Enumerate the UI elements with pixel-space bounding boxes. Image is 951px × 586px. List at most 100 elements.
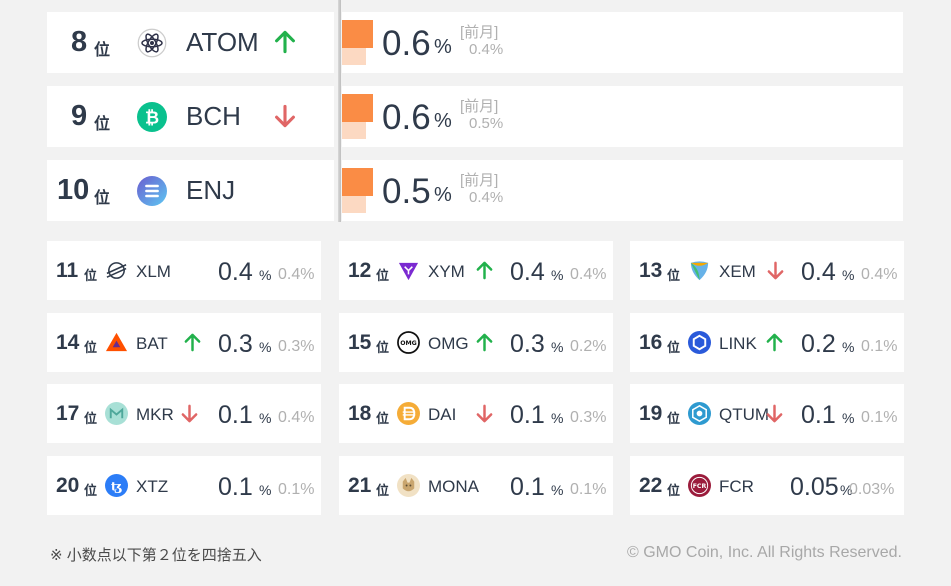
coin-symbol: MONA xyxy=(428,477,479,496)
svg-text:OMG: OMG xyxy=(400,340,417,347)
rank-suffix: 位 xyxy=(94,190,111,207)
copyright-text: © GMO Coin, Inc. All Rights Reserved. xyxy=(627,544,902,561)
share-bar-previous xyxy=(342,196,366,213)
share-bar-previous xyxy=(342,122,366,139)
chainlink-icon xyxy=(688,331,711,354)
previous-month-value: 0.2% xyxy=(570,338,607,355)
arrow-down-icon xyxy=(475,404,494,428)
maker-icon xyxy=(105,402,128,425)
rank-card-xlm[interactable]: 11 位 XLM 0.4% 0.4% xyxy=(47,241,321,300)
rank-suffix: 位 xyxy=(667,268,681,283)
share-percent: % xyxy=(434,110,452,132)
column-divider xyxy=(338,0,341,222)
coin-symbol: ENJ xyxy=(186,175,236,205)
share-percent: % xyxy=(842,267,855,283)
svg-text:FCR: FCR xyxy=(693,483,707,490)
rank-number: 16 xyxy=(639,331,663,354)
arrow-up-icon xyxy=(475,261,494,285)
svg-text:ꜩ: ꜩ xyxy=(111,478,122,493)
share-value: 0.3 xyxy=(218,330,253,358)
rank-card-qtum[interactable]: 19 位 QTUM 0.1% 0.1% xyxy=(630,384,904,443)
share-percent: % xyxy=(259,339,272,355)
share-value: 0.2 xyxy=(801,330,836,358)
rank-card-omg[interactable]: 15 位 OMG OMG 0.3% 0.2% xyxy=(339,313,613,372)
rank-card-xem[interactable]: 13 位 XEM 0.4% 0.4% xyxy=(630,241,904,300)
arrow-down-icon xyxy=(766,261,785,285)
coin-symbol: XYM xyxy=(428,262,465,281)
rank-card-mkr[interactable]: 17 位 MKR 0.1% 0.4% xyxy=(47,384,321,443)
rank-suffix: 位 xyxy=(376,411,390,426)
rank-number: 13 xyxy=(639,259,663,282)
rank-number: 14 xyxy=(56,331,80,354)
previous-month-value: 0.4% xyxy=(278,266,315,283)
arrow-up-icon xyxy=(765,333,784,357)
previous-month-value: 0.03% xyxy=(849,481,895,498)
rank-number: 17 xyxy=(56,402,80,425)
arrow-down-icon xyxy=(273,104,297,133)
coin-symbol: FCR xyxy=(719,477,754,496)
rank-suffix: 位 xyxy=(376,483,390,498)
arrow-down-icon xyxy=(180,404,199,428)
rank-number: 9 xyxy=(71,100,88,132)
rank-number: 10 xyxy=(57,174,90,206)
rounding-footnote: ※ 小数点以下第２位を四捨五入 xyxy=(50,547,262,564)
previous-month-value: 0.4% xyxy=(861,266,898,283)
coin-symbol: BCH xyxy=(186,101,241,131)
share-card-bch: 0.6% [前月] 0.5% xyxy=(342,86,903,147)
share-value: 0.5 xyxy=(382,172,431,211)
share-bar-current xyxy=(342,20,373,48)
share-value: 0.6 xyxy=(382,24,431,63)
rank-card-dai[interactable]: 18 位 DAI 0.1% 0.3% xyxy=(339,384,613,443)
share-percent: % xyxy=(840,482,853,498)
share-card-enj: 0.5% [前月] 0.4% xyxy=(342,160,903,221)
share-percent: % xyxy=(259,410,272,426)
coin-symbol: LINK xyxy=(719,334,757,353)
rank-number: 21 xyxy=(348,474,372,497)
previous-month-value: 0.1% xyxy=(861,338,898,355)
share-value: 0.1 xyxy=(218,401,253,429)
previous-month-value: 0.4% xyxy=(570,266,607,283)
omg-icon: OMG xyxy=(397,331,420,354)
bat-icon xyxy=(105,331,128,354)
symbol-icon xyxy=(397,259,420,282)
share-value: 0.4 xyxy=(510,258,545,286)
rank-suffix: 位 xyxy=(84,268,98,283)
rank-card-xtz[interactable]: 20 位 ꜩ XTZ 0.1% 0.1% xyxy=(47,456,321,515)
svg-text:₿: ₿ xyxy=(145,108,159,128)
share-percent: % xyxy=(551,267,564,283)
rank-card-atom[interactable]: 8 位 ATOM xyxy=(47,12,334,73)
share-value: 0.1 xyxy=(801,401,836,429)
rank-suffix: 位 xyxy=(84,483,98,498)
rank-card-link[interactable]: 16 位 LINK 0.2% 0.1% xyxy=(630,313,904,372)
previous-month-label: [前月] xyxy=(460,98,499,115)
share-value: 0.6 xyxy=(382,98,431,137)
rank-suffix: 位 xyxy=(667,483,681,498)
share-percent: % xyxy=(434,184,452,206)
rank-card-fcr[interactable]: 22 位 FCR FCR 0.05% 0.03% xyxy=(630,456,904,515)
fcr-icon: FCR xyxy=(688,474,711,497)
share-percent: % xyxy=(551,410,564,426)
previous-month-value: 0.4% xyxy=(278,409,315,426)
rank-card-bch[interactable]: 9 位 ₿ BCH xyxy=(47,86,334,147)
share-value: 0.05 xyxy=(790,473,839,501)
arrow-up-icon xyxy=(475,333,494,357)
rank-suffix: 位 xyxy=(84,340,98,355)
previous-month-value: 0.3% xyxy=(570,409,607,426)
rank-suffix: 位 xyxy=(94,42,111,59)
share-value: 0.1 xyxy=(510,401,545,429)
rank-card-xym[interactable]: 12 位 XYM 0.4% 0.4% xyxy=(339,241,613,300)
coin-symbol: MKR xyxy=(136,405,174,424)
coin-symbol: XTZ xyxy=(136,477,169,496)
rank-card-bat[interactable]: 14 位 BAT 0.3% 0.3% xyxy=(47,313,321,372)
rank-card-enj[interactable]: 10 位 ENJ xyxy=(47,160,334,221)
previous-month-value: 0.4% xyxy=(469,41,504,58)
rank-number: 22 xyxy=(639,474,663,497)
arrow-up-icon xyxy=(273,30,297,59)
rank-suffix: 位 xyxy=(94,116,111,133)
rank-card-mona[interactable]: 21 位 MONA 0.1% 0.1% xyxy=(339,456,613,515)
coin-symbol: ATOM xyxy=(186,27,259,57)
dai-icon xyxy=(397,402,420,425)
nem-icon xyxy=(688,259,711,282)
enjin-icon xyxy=(137,176,167,206)
rank-suffix: 位 xyxy=(376,268,390,283)
